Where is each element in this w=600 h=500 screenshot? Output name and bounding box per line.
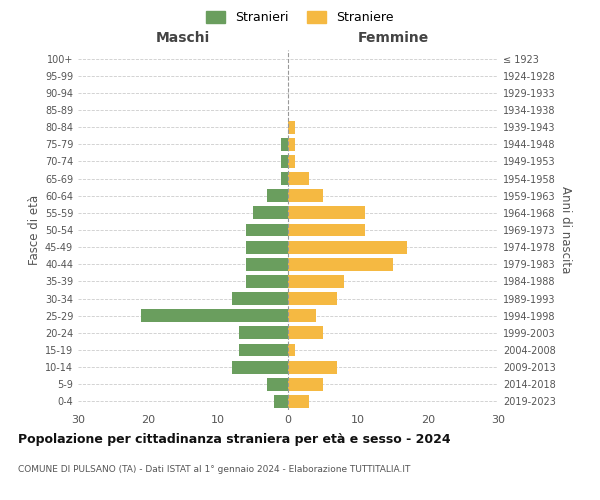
Bar <box>288 360 337 374</box>
Bar <box>253 206 288 220</box>
Bar <box>288 120 295 134</box>
Bar <box>288 344 295 356</box>
Bar <box>281 138 288 150</box>
Bar <box>288 172 309 185</box>
Bar <box>274 395 288 408</box>
Bar <box>267 378 288 390</box>
Bar <box>288 138 295 150</box>
Text: Femmine: Femmine <box>358 31 428 45</box>
Bar <box>288 190 323 202</box>
Bar <box>288 326 323 340</box>
Bar <box>246 240 288 254</box>
Bar <box>239 326 288 340</box>
Bar <box>288 275 344 288</box>
Bar <box>246 224 288 236</box>
Bar <box>288 378 323 390</box>
Bar <box>288 240 407 254</box>
Bar <box>288 155 295 168</box>
Bar <box>281 155 288 168</box>
Legend: Stranieri, Straniere: Stranieri, Straniere <box>202 6 398 29</box>
Bar <box>246 275 288 288</box>
Bar <box>267 190 288 202</box>
Bar <box>288 292 337 305</box>
Bar <box>232 360 288 374</box>
Bar <box>232 292 288 305</box>
Bar <box>246 258 288 270</box>
Text: COMUNE DI PULSANO (TA) - Dati ISTAT al 1° gennaio 2024 - Elaborazione TUTTITALIA: COMUNE DI PULSANO (TA) - Dati ISTAT al 1… <box>18 466 410 474</box>
Bar <box>288 395 309 408</box>
Bar <box>288 310 316 322</box>
Bar <box>239 344 288 356</box>
Text: Maschi: Maschi <box>156 31 210 45</box>
Y-axis label: Fasce di età: Fasce di età <box>28 195 41 265</box>
Y-axis label: Anni di nascita: Anni di nascita <box>559 186 572 274</box>
Bar <box>288 206 365 220</box>
Bar <box>288 224 365 236</box>
Bar <box>141 310 288 322</box>
Bar <box>288 258 393 270</box>
Bar <box>281 172 288 185</box>
Text: Popolazione per cittadinanza straniera per età e sesso - 2024: Popolazione per cittadinanza straniera p… <box>18 432 451 446</box>
